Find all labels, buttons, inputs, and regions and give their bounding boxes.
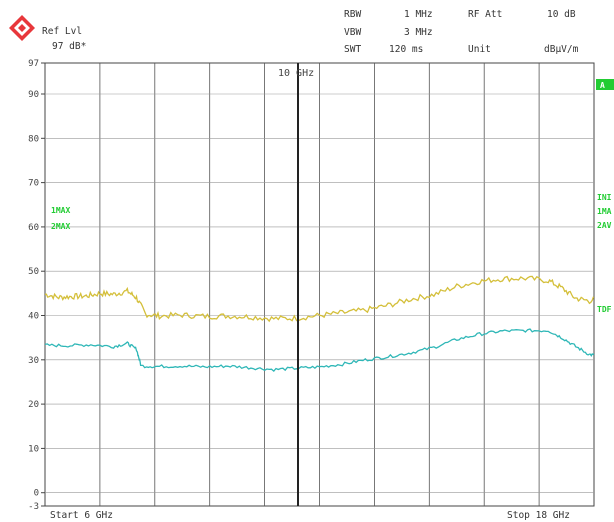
trace1-mode-label: 1MAX <box>51 206 70 215</box>
y-tick-label: -3 <box>28 502 39 512</box>
unit-label: Unit <box>468 44 491 55</box>
side-a-badge <box>596 79 614 90</box>
vbw-value: 3 MHz <box>404 27 433 38</box>
swt-label: SWT <box>344 44 362 55</box>
y-tick-label: 90 <box>28 90 39 100</box>
rf-att-value: 10 dB <box>547 9 576 20</box>
ref-lvl-value: 97 dB* <box>52 41 87 52</box>
y-tick-label: 60 <box>28 223 39 233</box>
y-tick-label: 80 <box>28 134 39 144</box>
side-2av-label: 2AV <box>597 221 612 230</box>
rbw-value: 1 MHz <box>404 9 433 20</box>
vbw-label: VBW <box>344 27 362 38</box>
trace-2max <box>44 328 595 373</box>
start-frequency: Start 6 GHz <box>50 510 113 521</box>
center-frequency-label: 10 GHz <box>278 68 314 79</box>
side-tdf-label: TDF <box>597 305 612 314</box>
y-tick-label: 97 <box>28 59 39 69</box>
y-tick-label: 40 <box>28 312 39 322</box>
side-int-label: INI <box>597 193 612 202</box>
grid <box>41 62 595 507</box>
rbw-label: RBW <box>344 9 362 20</box>
y-tick-label: 30 <box>28 356 39 366</box>
rs-logo <box>8 14 36 42</box>
ref-lvl-label: Ref Lvl <box>42 26 83 37</box>
y-tick-label: 70 <box>28 179 39 189</box>
traces <box>44 275 595 373</box>
unit-value: dBµV/m <box>544 44 579 55</box>
trace-1max <box>44 275 595 323</box>
side-1ma-label: 1MA <box>597 207 612 216</box>
y-tick-label: 0 <box>34 489 39 499</box>
y-axis: 97 90 80 70 60 50 40 30 20 10 0 -3 <box>28 59 39 512</box>
y-tick-label: 20 <box>28 400 39 410</box>
trace2-mode-label: 2MAX <box>51 222 70 231</box>
rf-att-label: RF Att <box>468 9 503 20</box>
stop-frequency: Stop 18 GHz <box>507 510 570 521</box>
side-a-label: A <box>600 81 605 90</box>
swt-value: 120 ms <box>389 44 424 55</box>
y-tick-label: 50 <box>28 267 39 277</box>
y-tick-label: 10 <box>28 444 39 454</box>
